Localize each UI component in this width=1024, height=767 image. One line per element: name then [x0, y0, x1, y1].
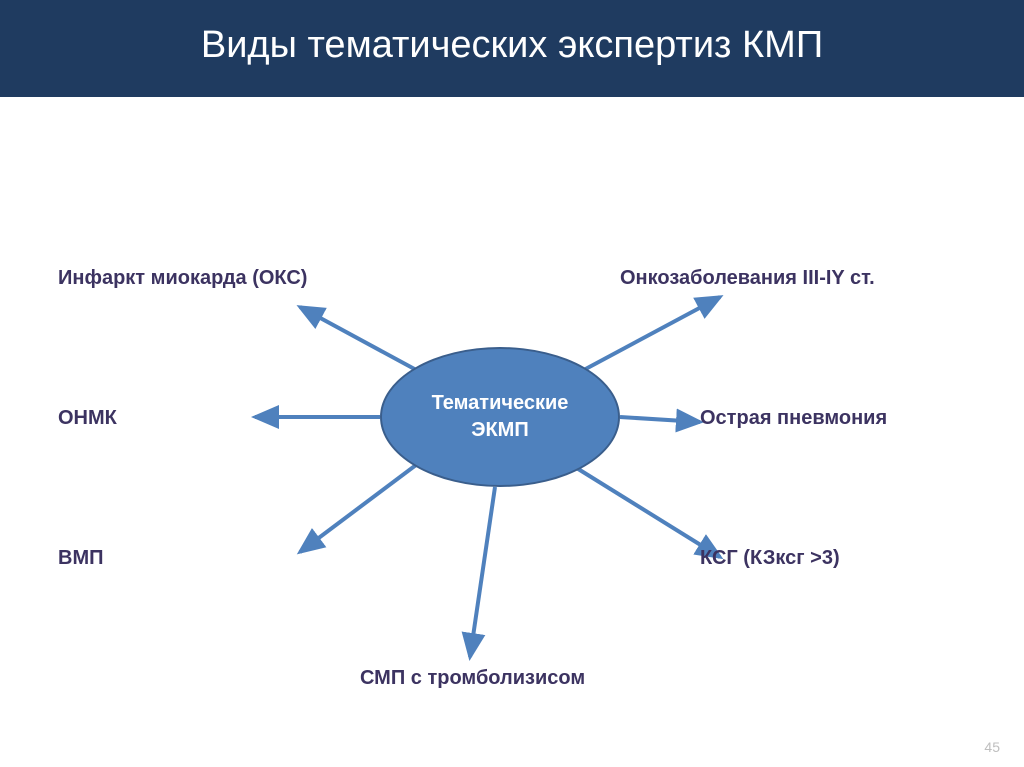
- arrow-1: [580, 297, 720, 372]
- center-node-line2: ЭКМП: [471, 419, 528, 441]
- slide-title: Виды тематических экспертиз КМП: [0, 24, 1024, 67]
- page-number: 45: [984, 739, 1000, 755]
- diagram-area: Тематические ЭКМП Инфаркт миокарда (ОКС)…: [0, 97, 1024, 737]
- center-node-line1: Тематические: [432, 392, 569, 414]
- diagram-label-4: ВМП: [58, 547, 103, 570]
- center-node: Тематические ЭКМП: [380, 347, 620, 487]
- diagram-label-1: Онкозаболевания III-IY ст.: [620, 267, 875, 290]
- arrow-5: [575, 467, 720, 557]
- arrow-6: [470, 487, 495, 657]
- diagram-label-5: КСГ (КЗксг >3): [700, 547, 840, 570]
- arrow-4: [300, 462, 420, 552]
- diagram-label-0: Инфаркт миокарда (ОКС): [58, 267, 307, 290]
- arrow-0: [300, 307, 420, 372]
- diagram-label-6: СМП с тромболизисом: [360, 667, 585, 690]
- diagram-label-3: Острая пневмония: [700, 407, 887, 430]
- diagram-label-2: ОНМК: [58, 407, 117, 430]
- arrow-3: [620, 417, 700, 422]
- title-bar: Виды тематических экспертиз КМП: [0, 0, 1024, 97]
